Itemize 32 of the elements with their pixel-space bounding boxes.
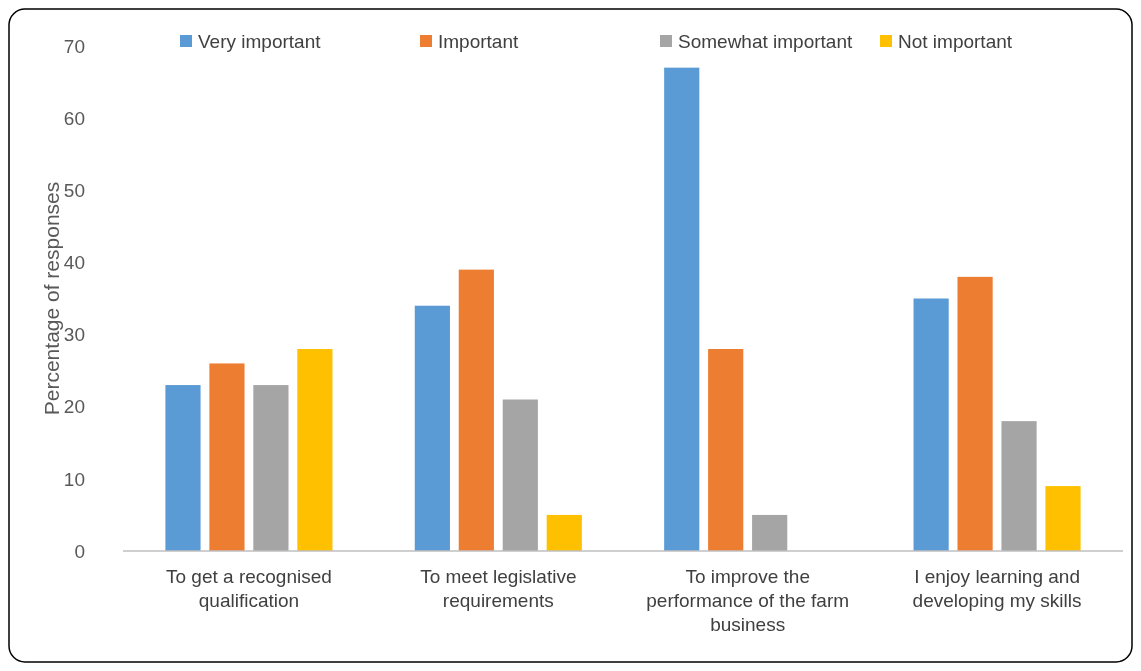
y-tick-label: 0: [74, 540, 85, 562]
x-tick-label: To meet legislative requirements: [420, 566, 577, 611]
y-tick-label: 10: [63, 468, 85, 490]
bar: [209, 363, 245, 551]
bar: [752, 514, 788, 551]
y-tick-label: 50: [63, 179, 85, 201]
x-tick-label: I enjoy learning and developing my skills: [912, 566, 1082, 611]
legend-label: Not important: [898, 30, 1013, 52]
legend-label: Very important: [198, 30, 322, 52]
legend-label: Important: [438, 30, 519, 52]
bar: [913, 298, 949, 551]
bar: [708, 349, 744, 551]
bar: [297, 349, 333, 551]
y-tick-label: 60: [63, 107, 85, 129]
bar: [664, 67, 700, 551]
bar: [414, 305, 450, 551]
bar: [253, 385, 289, 551]
bar: [546, 514, 582, 551]
bar: [165, 385, 201, 551]
y-tick-label: 30: [63, 324, 85, 346]
bar: [957, 276, 993, 551]
y-axis-title: Percentage of responses: [40, 181, 63, 416]
y-tick-label: 20: [63, 396, 85, 418]
x-tick-label: To get a recognised qualification: [166, 566, 332, 611]
bar: [502, 399, 538, 551]
bar: [1045, 486, 1081, 551]
legend-label: Somewhat important: [678, 30, 853, 52]
x-tick-label: To improve the performance of the farm business: [646, 566, 850, 635]
bar: [1001, 421, 1037, 551]
y-tick-label: 70: [63, 35, 85, 57]
y-tick-label: 40: [63, 252, 85, 274]
bar: [458, 269, 494, 551]
